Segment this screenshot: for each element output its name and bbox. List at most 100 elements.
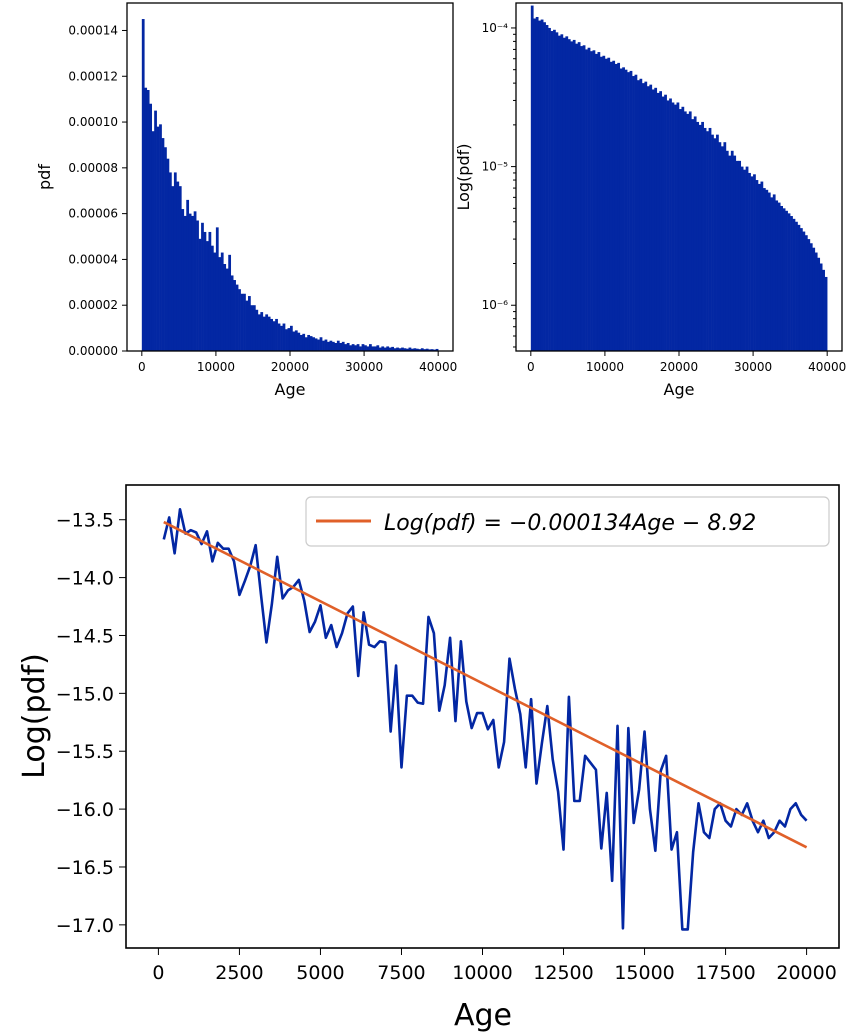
x-tick-label: 0 <box>527 360 535 374</box>
histogram-linear-bar <box>196 220 199 351</box>
y-tick-label: 0.00000 <box>68 344 118 358</box>
fit-line <box>163 520 808 849</box>
line-fit-y-ticks: −13.5 −14.0 −14.5 −15.0 −15.5 −16.0 −16.5 −17.0 <box>56 510 126 937</box>
histogram-linear-bar <box>401 347 404 351</box>
histogram-linear-bar <box>329 340 333 351</box>
histogram-linear-bar <box>141 19 145 352</box>
histogram-log-x-ticks: 0 10000 20000 30000 40000 <box>527 351 846 374</box>
histogram-log-bar <box>706 131 709 351</box>
histogram-log-bar <box>580 46 583 352</box>
line-fit-panel: 0 2500 5000 7500 10000 12500 15000 17500 20000 −… <box>17 484 840 1033</box>
histogram-log-bar <box>738 160 742 351</box>
x-tick-label: 5000 <box>296 962 344 984</box>
histogram-log-bar <box>609 61 613 352</box>
histogram-linear-bar <box>173 172 177 351</box>
histogram-log-bar <box>683 111 687 352</box>
histogram-log-bar <box>723 142 727 351</box>
histogram-log-bar <box>804 235 808 351</box>
histogram-log-bar <box>632 76 635 351</box>
histogram-log-bar <box>651 89 655 351</box>
histogram-linear-bar <box>289 325 293 351</box>
histogram-log-bar <box>582 45 586 351</box>
y-tick-label: −15.0 <box>56 683 114 705</box>
y-tick-label: −15.5 <box>56 741 114 763</box>
line-fit-series-group <box>162 508 808 931</box>
histogram-log-bar <box>587 47 591 352</box>
histogram-linear-bar <box>373 346 377 351</box>
histogram-log-bar <box>824 276 828 351</box>
y-tick-label: −17.0 <box>56 915 114 937</box>
histogram-log-bar <box>570 41 574 351</box>
histogram-log-bar <box>664 94 667 352</box>
histogram-linear-bar <box>198 238 202 351</box>
histogram-log-bar <box>565 36 569 352</box>
histogram-log-bar <box>678 109 682 351</box>
y-tick-label: −16.5 <box>56 857 114 879</box>
x-tick-label: 30000 <box>734 360 772 374</box>
histogram-linear-bar <box>396 347 399 351</box>
histogram-log-bar <box>762 188 766 351</box>
x-tick-label: 10000 <box>197 360 235 374</box>
histogram-log-bar <box>550 31 554 351</box>
x-tick-label: 30000 <box>345 360 383 374</box>
histogram-linear-bar <box>267 316 271 351</box>
y-tick-label: 0.00012 <box>68 69 118 83</box>
histogram-linear-bar <box>366 346 370 351</box>
histogram-log-bar <box>634 74 638 352</box>
histogram-linear-bar <box>220 252 224 351</box>
histogram-linear-bar <box>151 131 155 351</box>
histogram-log-bar <box>703 127 707 351</box>
x-tick-label: 10000 <box>586 360 624 374</box>
histogram-linear-bar <box>435 348 439 351</box>
x-tick-label: 0 <box>138 360 146 374</box>
histogram-log-bar <box>799 228 803 351</box>
histogram-linear-bar <box>376 345 380 351</box>
histogram-linear-bar <box>191 215 194 351</box>
histogram-linear-bar <box>322 340 325 351</box>
histogram-log-bar <box>585 49 588 352</box>
histogram-log-bar <box>817 257 821 351</box>
histogram-linear-bar <box>250 305 254 351</box>
histogram-linear-bar <box>183 215 187 351</box>
histogram-log-bar <box>535 16 539 351</box>
x-tick-label: 40000 <box>808 360 846 374</box>
y-tick-label: −14.0 <box>56 568 114 590</box>
histogram-log-bar <box>666 100 670 351</box>
histogram-linear-bar <box>302 333 306 351</box>
histogram-linear-bar <box>361 344 365 351</box>
histogram-log-bar <box>733 155 737 351</box>
histogram-log-bar <box>708 127 712 351</box>
histogram-linear-bar <box>228 254 232 351</box>
histogram-linear-bar <box>146 90 150 351</box>
histogram-linear-bar <box>206 241 209 351</box>
histogram-log-bar <box>612 60 616 351</box>
histogram-linear-bar <box>265 314 269 351</box>
histogram-log-bar <box>649 84 653 352</box>
histogram-log-bar <box>530 5 534 352</box>
histogram-log-bar <box>743 169 746 351</box>
histogram-log-bar <box>595 53 598 351</box>
y-tick-label: 0.00008 <box>68 161 118 175</box>
histogram-linear-bar <box>161 138 165 351</box>
histogram-log-bar <box>688 111 692 352</box>
x-tick-label: 20000 <box>660 360 698 374</box>
histogram-log-bar <box>617 62 621 352</box>
histogram-linear-bar <box>248 296 251 351</box>
histogram-linear-bars <box>141 19 439 352</box>
histogram-linear-bar <box>203 231 207 351</box>
histogram-linear-bar <box>354 345 357 351</box>
histogram-linear-bar <box>223 264 227 351</box>
x-tick-label: 17500 <box>695 962 755 984</box>
histogram-log-bar <box>748 172 751 351</box>
histogram-linear-bar <box>149 103 152 352</box>
y-tick-label: 0.00002 <box>68 298 118 312</box>
histogram-log-bar <box>629 70 633 351</box>
histogram-log-bar <box>728 155 732 351</box>
y-tick-label: 0.00014 <box>68 23 118 37</box>
histogram-linear-bar <box>428 349 432 351</box>
x-tick-label: 7500 <box>377 962 425 984</box>
histogram-linear-bar <box>270 318 273 351</box>
histogram-log-bar <box>819 263 823 351</box>
histogram-log-bar <box>693 116 697 351</box>
histogram-log-bar <box>812 247 816 351</box>
